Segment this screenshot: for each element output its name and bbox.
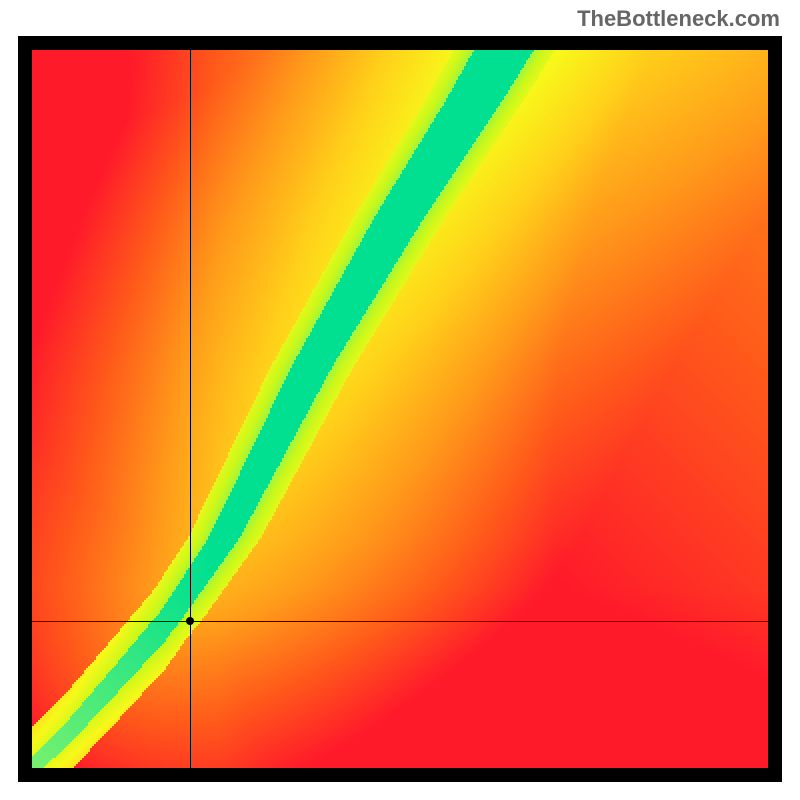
marker-point bbox=[186, 617, 194, 625]
crosshair-horizontal bbox=[32, 621, 768, 622]
watermark-text: TheBottleneck.com bbox=[577, 6, 780, 32]
crosshair-vertical bbox=[190, 50, 191, 768]
heatmap-canvas bbox=[32, 50, 768, 768]
root-container: TheBottleneck.com bbox=[0, 0, 800, 800]
chart-outer-frame bbox=[18, 36, 782, 782]
